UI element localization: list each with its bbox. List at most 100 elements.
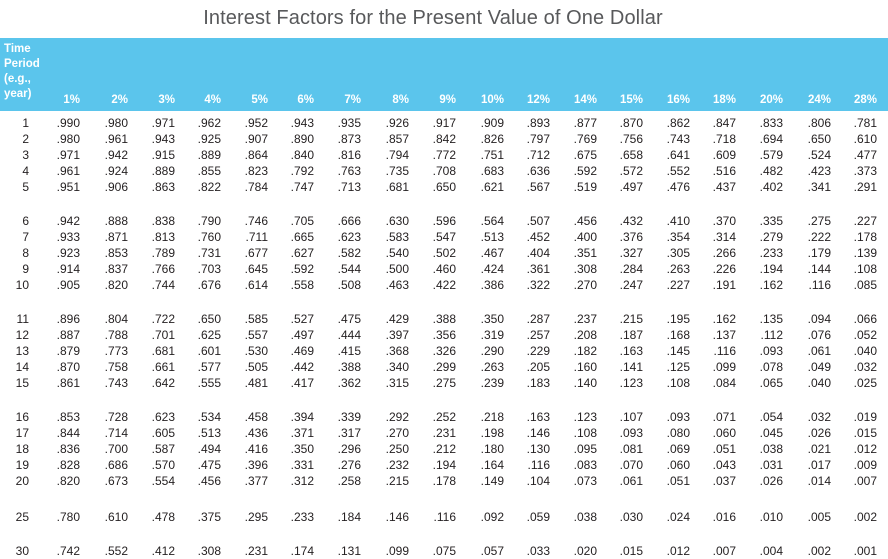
factor-cell: .804 (104, 312, 128, 326)
factor-cell: .494 (197, 442, 221, 456)
factor-cell: .971 (56, 148, 80, 162)
factor-cell: .497 (619, 180, 643, 194)
factor-cell: .601 (197, 344, 221, 358)
rate-column-header: 24% (807, 94, 831, 106)
table-row: 4 .961 .924 .889 .855 .823 .792 .763 .735 .708 .68… (0, 164, 888, 179)
factor-cell: .497 (290, 328, 314, 342)
factor-cell: .388 (337, 360, 361, 374)
factor-cell: .237 (573, 312, 597, 326)
factor-cell: .583 (385, 230, 409, 244)
factor-cell: .623 (337, 230, 361, 244)
factor-cell: .423 (807, 164, 831, 178)
factor-cell: .038 (573, 510, 597, 524)
factor-cell: .907 (244, 132, 268, 146)
rate-column-header: 10% (480, 94, 504, 106)
factor-cell: .909 (480, 116, 504, 130)
factor-cell: .625 (197, 328, 221, 342)
factor-cell: .756 (619, 132, 643, 146)
factor-cell: .592 (573, 164, 597, 178)
factor-cell: .396 (244, 458, 268, 472)
factor-cell: .790 (197, 214, 221, 228)
factor-cell: .820 (104, 278, 128, 292)
factor-cell: .194 (432, 458, 456, 472)
rate-column-header: 12% (526, 94, 550, 106)
factor-cell: .291 (853, 180, 877, 194)
factor-cell: .233 (759, 246, 783, 260)
table-row: 18 .836 .700 .587 .494 .416 .350 .296 .250 .212 .1… (0, 442, 888, 457)
factor-cell: .404 (526, 246, 550, 260)
factor-cell: .437 (712, 180, 736, 194)
period-header-line: (e.g., (4, 73, 31, 85)
factor-cell: .933 (56, 230, 80, 244)
factor-cell: .853 (104, 246, 128, 260)
factor-cell: .032 (853, 360, 877, 374)
factor-cell: .751 (480, 148, 504, 162)
period-cell: 15 (15, 376, 29, 390)
factor-cell: .555 (197, 376, 221, 390)
factor-cell: .914 (56, 262, 80, 276)
factor-cell: .847 (712, 116, 736, 130)
factor-cell: .645 (244, 262, 268, 276)
factor-cell: .270 (573, 278, 597, 292)
factor-cell: .789 (151, 246, 175, 260)
factor-cell: .429 (385, 312, 409, 326)
factor-cell: .116 (713, 344, 736, 358)
rate-column-header: 9% (439, 94, 456, 106)
factor-cell: .076 (807, 328, 831, 342)
factor-cell: .840 (290, 148, 314, 162)
factor-cell: .145 (666, 344, 690, 358)
factor-cell: .475 (197, 458, 221, 472)
factor-cell: .049 (807, 360, 831, 374)
factor-cell: .093 (666, 410, 690, 424)
factor-cell: .033 (526, 544, 550, 558)
factor-cell: .650 (197, 312, 221, 326)
factor-cell: .833 (759, 116, 783, 130)
factor-cell: .980 (56, 132, 80, 146)
factor-cell: .540 (385, 246, 409, 260)
factor-cell: .728 (104, 410, 128, 424)
factor-cell: .792 (290, 164, 314, 178)
factor-cell: .069 (666, 442, 690, 456)
factor-cell: .141 (619, 360, 643, 374)
factor-cell: .990 (56, 116, 80, 130)
factor-cell: .596 (432, 214, 456, 228)
rate-column-header: 2% (111, 94, 128, 106)
factor-cell: .870 (619, 116, 643, 130)
factor-cell: .917 (432, 116, 456, 130)
factor-cell: .773 (104, 344, 128, 358)
factor-cell: .073 (573, 474, 597, 488)
factor-cell: .377 (244, 474, 268, 488)
factor-cell: .099 (712, 360, 736, 374)
period-cell: 18 (15, 442, 29, 456)
factor-cell: .016 (712, 510, 736, 524)
factor-cell: .226 (712, 262, 736, 276)
factor-cell: .162 (712, 312, 736, 326)
factor-cell: .054 (759, 410, 783, 424)
factor-cell: .400 (573, 230, 597, 244)
factor-cell: .299 (432, 360, 456, 374)
period-cell: 9 (22, 262, 29, 276)
table-row: 1 .990 .980 .971 .962 .952 .943 .935 .926 .917 .90… (0, 116, 888, 131)
table-row: 20 .820 .673 .554 .456 .377 .312 .258 .215 .178 .1… (0, 474, 888, 489)
factor-cell: .232 (385, 458, 409, 472)
factor-cell: .208 (573, 328, 597, 342)
factor-cell: .402 (759, 180, 783, 194)
factor-cell: .893 (526, 116, 550, 130)
factor-cell: .024 (666, 510, 690, 524)
factor-cell: .257 (526, 328, 550, 342)
factor-cell: .469 (290, 344, 314, 358)
rate-column-header: 3% (158, 94, 175, 106)
period-cell: 5 (22, 180, 29, 194)
factor-cell: .084 (712, 376, 736, 390)
factor-cell: .713 (337, 180, 361, 194)
factor-cell: .544 (337, 262, 361, 276)
factor-cell: .002 (807, 544, 831, 558)
factor-cell: .746 (244, 214, 268, 228)
factor-cell: .144 (807, 262, 831, 276)
factor-cell: .816 (337, 148, 361, 162)
period-column-header: Time Period (e.g., year) (4, 42, 40, 102)
factor-cell: .140 (573, 376, 597, 390)
factor-cell: .650 (807, 132, 831, 146)
factor-cell: .701 (151, 328, 175, 342)
page-title: Interest Factors for the Present Value o… (203, 7, 663, 29)
